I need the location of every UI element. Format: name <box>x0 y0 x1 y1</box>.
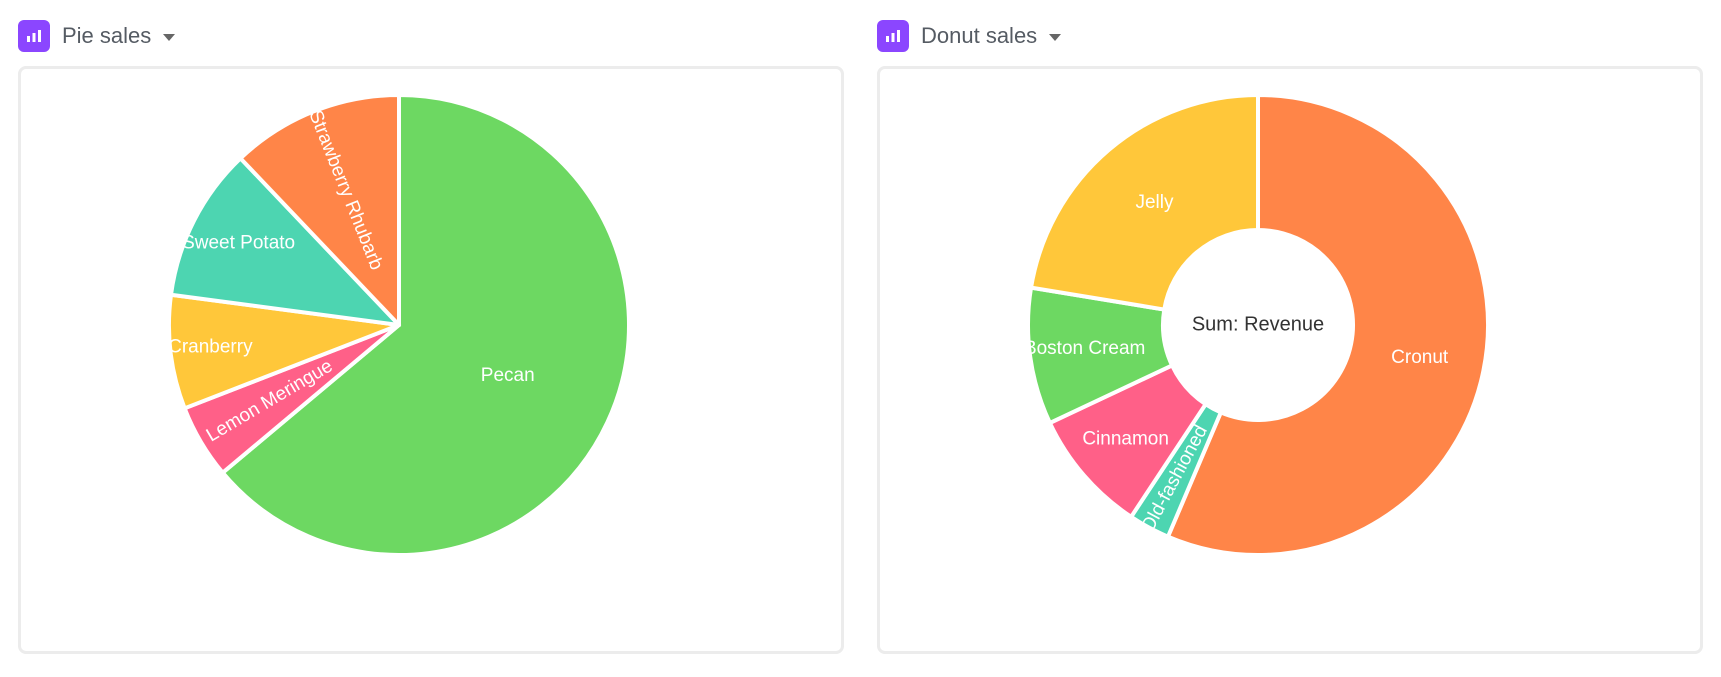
pie-sales-header[interactable]: Pie sales <box>18 20 176 52</box>
slice-cranberry[interactable] <box>167 292 401 411</box>
slice-strawberry-rhubarb[interactable] <box>238 93 401 327</box>
donut-center-label: Sum: Revenue <box>1192 313 1324 335</box>
slice-label-boston-cream: Boston Cream <box>1024 338 1145 359</box>
slice-label-sweet-potato: Sweet Potato <box>182 232 295 253</box>
slice-pecan[interactable] <box>220 93 631 557</box>
slice-jelly[interactable] <box>1029 93 1260 312</box>
bar-chart-icon <box>877 20 909 52</box>
slice-label-pecan: Pecan <box>481 365 535 386</box>
slice-label-cronut: Cronut <box>1391 347 1449 368</box>
slice-cronut[interactable] <box>1165 93 1490 557</box>
slice-label-jelly: Jelly <box>1135 192 1174 213</box>
chart-title: Donut sales <box>921 23 1038 48</box>
slice-label-cranberry: Cranberry <box>168 337 253 358</box>
chevron-down-icon[interactable] <box>1049 33 1062 41</box>
donut-chart-card: Cronut Old-fashioned Cinnamon Boston Cream J… <box>877 66 1703 654</box>
slice-label-cinnamon: Cinnamon <box>1082 429 1169 450</box>
slice-sweet-potato[interactable] <box>168 156 401 327</box>
chevron-down-icon[interactable] <box>163 33 176 41</box>
chart-title: Pie sales <box>62 23 152 48</box>
bar-chart-icon <box>18 20 50 52</box>
donut-sales-header[interactable]: Donut sales <box>877 20 1062 52</box>
pie-chart-card: Pecan Lemon Meringue Cranberry Sweet Potato… <box>18 66 844 654</box>
